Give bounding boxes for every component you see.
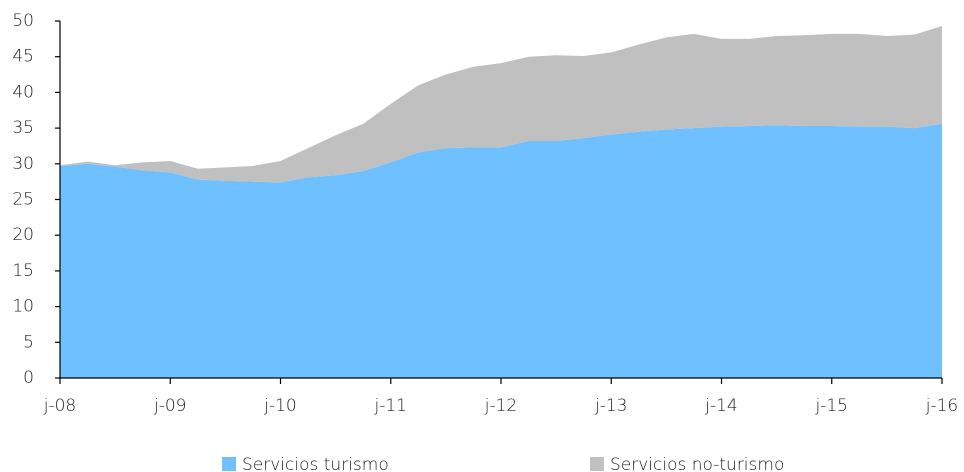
y-tick-label: 10: [12, 297, 34, 317]
x-tick-label: j-15: [815, 396, 849, 416]
legend-label: Servicios no-turismo: [610, 455, 784, 472]
y-tick-label: 25: [12, 190, 34, 210]
y-tick-label: 30: [12, 154, 34, 174]
legend-swatch: [590, 457, 604, 471]
x-tick-label: j-12: [484, 396, 518, 416]
y-tick-label: 35: [12, 118, 34, 138]
y-tick-label: 0: [23, 368, 34, 388]
x-tick-label: j-10: [263, 396, 297, 416]
y-tick-label: 5: [23, 332, 34, 352]
y-tick-label: 50: [12, 11, 34, 31]
area: [60, 25, 942, 183]
x-tick-label: j-14: [704, 396, 738, 416]
y-tick-label: 45: [12, 47, 34, 67]
x-tick-label: j-08: [43, 396, 77, 416]
legend-swatch: [222, 457, 236, 471]
x-tick-label: j-11: [374, 396, 408, 416]
y-tick-label: 40: [12, 82, 34, 102]
area: [60, 123, 942, 378]
x-tick-label: j-13: [594, 396, 628, 416]
x-tick-label: j-09: [153, 396, 187, 416]
x-tick-label: j-16: [925, 396, 959, 416]
y-tick-label: 15: [12, 261, 34, 281]
y-tick-label: 20: [12, 225, 34, 245]
legend-label: Servicios turismo: [242, 455, 389, 472]
